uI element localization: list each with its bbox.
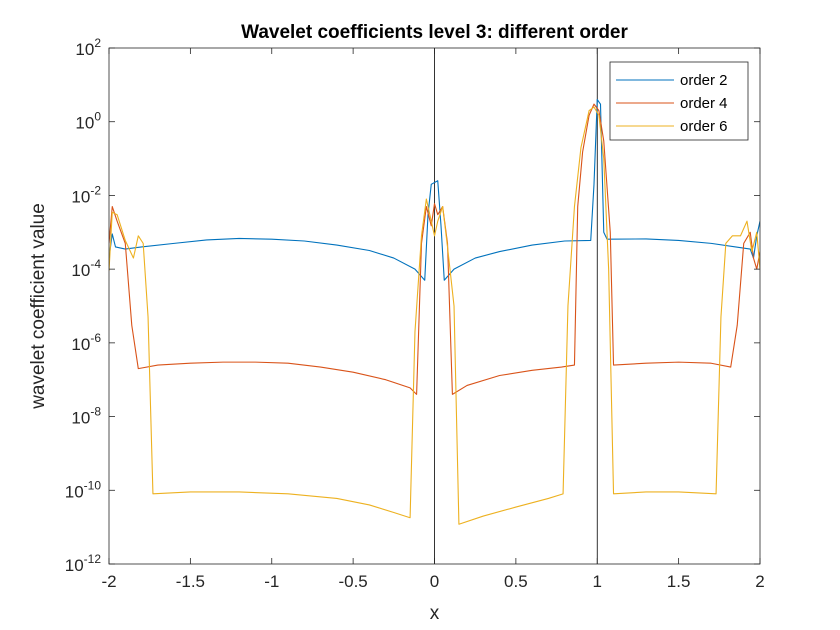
- ticks-layer: [108, 47, 761, 565]
- x-tick-label-3: -0.5: [338, 572, 367, 591]
- y-tick-label-0: 10-12: [65, 552, 102, 575]
- x-tick-label-5: 0.5: [504, 572, 528, 591]
- y-tick-label-7: 102: [75, 36, 101, 59]
- y-axis-label: wavelet coefficient value: [28, 203, 49, 410]
- reference-lines: [434, 48, 598, 564]
- legend-label-2: order 6: [680, 118, 728, 135]
- x-axis-label: x: [430, 603, 440, 624]
- series-line-0: [109, 98, 760, 281]
- x-tick-label-0: -2: [101, 572, 116, 591]
- x-tick-label-6: 1: [593, 572, 602, 591]
- legend-label-1: order 4: [680, 95, 728, 112]
- x-tick-label-2: -1: [264, 572, 279, 591]
- series-line-1: [109, 103, 760, 395]
- chart-title: Wavelet coefficients level 3: different …: [241, 22, 628, 43]
- y-tick-label-1: 10-10: [65, 478, 102, 501]
- y-tick-label-2: 10-8: [71, 405, 101, 428]
- y-tick-label-3: 10-6: [71, 331, 101, 354]
- y-tick-label-6: 100: [75, 110, 101, 133]
- x-tick-labels: -2 -1.5 -1 -0.5 0 0.5 1 1.5 2: [101, 572, 764, 591]
- x-tick-label-7: 1.5: [667, 572, 691, 591]
- x-tick-label-8: 2: [755, 572, 764, 591]
- y-tick-label-4: 10-4: [71, 257, 101, 280]
- y-tick-labels: 10-12 10-10 10-8 10-6 10-4 10-2 100 102: [65, 36, 102, 575]
- series-line-2: [109, 106, 760, 525]
- x-tick-label-1: -1.5: [176, 572, 205, 591]
- y-tick-label-5: 10-2: [71, 183, 101, 206]
- series-layer: [109, 98, 760, 525]
- x-tick-label-4: 0: [430, 572, 439, 591]
- legend-box: [609, 61, 749, 141]
- legend-label-0: order 2: [680, 72, 728, 89]
- legend: order 2 order 4 order 6: [609, 61, 749, 141]
